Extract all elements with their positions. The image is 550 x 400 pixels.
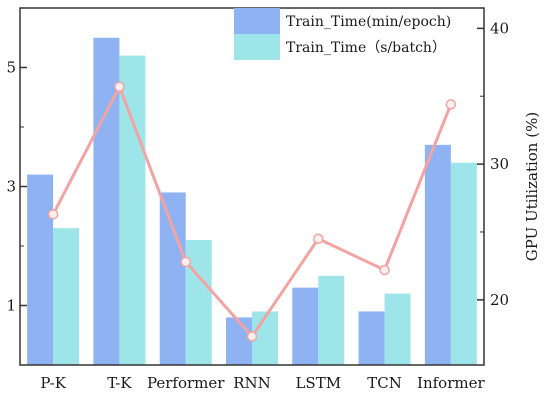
bar-s1-informer (450, 162, 477, 365)
bar-s0-tcn (358, 311, 385, 365)
bar-s0-p-k (27, 174, 54, 365)
bar-s0-rnn (226, 317, 252, 365)
gpu-point-informer (445, 99, 457, 110)
right-tick-label: 20 (490, 291, 509, 309)
legend: Train_Time(min/epoch) Train_Time（s/batch） (234, 8, 451, 60)
right-tick-label: 30 (490, 155, 509, 173)
gpu-point-lstm (313, 233, 324, 245)
bars-layer (27, 37, 477, 365)
left-tick-label: 1 (6, 297, 16, 315)
left-tick-label: 5 (6, 59, 16, 77)
legend-swatch-0 (234, 8, 280, 34)
x-tick-label-rnn: RNN (233, 374, 271, 392)
line-layer (47, 81, 457, 342)
legend-label-1: Train_Time（s/batch） (286, 40, 446, 56)
gpu-point-performer (180, 256, 191, 268)
bar-s1-t-k (119, 55, 146, 365)
x-tick-label-informer: Informer (417, 374, 485, 392)
legend-label-0: Train_Time(min/epoch) (286, 14, 451, 30)
gpu-point-rnn (246, 331, 258, 342)
x-tick-label-tcn: TCN (367, 374, 402, 392)
x-tick-label-t-k: T-K (107, 374, 132, 392)
gpu-point-p-k (47, 209, 59, 220)
bar-s1-p-k (53, 228, 80, 365)
left-tick-label: 3 (6, 178, 16, 196)
gpu-point-t-k (114, 81, 125, 92)
x-tick-label-p-k: P-K (40, 374, 66, 392)
right-axis-label: GPU Utilization (%) (523, 112, 541, 261)
x-tick-label-performer: Performer (147, 374, 225, 392)
legend-swatch-1 (234, 34, 280, 60)
bar-s1-lstm (318, 275, 345, 365)
x-tick-label-lstm: LSTM (295, 374, 341, 392)
bar-s0-lstm (292, 287, 319, 365)
bar-s0-performer (159, 192, 186, 365)
axes-layer: 1 3 5 20 30 40 GPU Utilization (%) P-K T-K Perfor… (6, 7, 541, 392)
bar-s1-tcn (384, 293, 411, 365)
bar-s0-informer (424, 144, 451, 365)
gpu-point-tcn (379, 264, 390, 276)
right-tick-label: 40 (490, 19, 509, 37)
